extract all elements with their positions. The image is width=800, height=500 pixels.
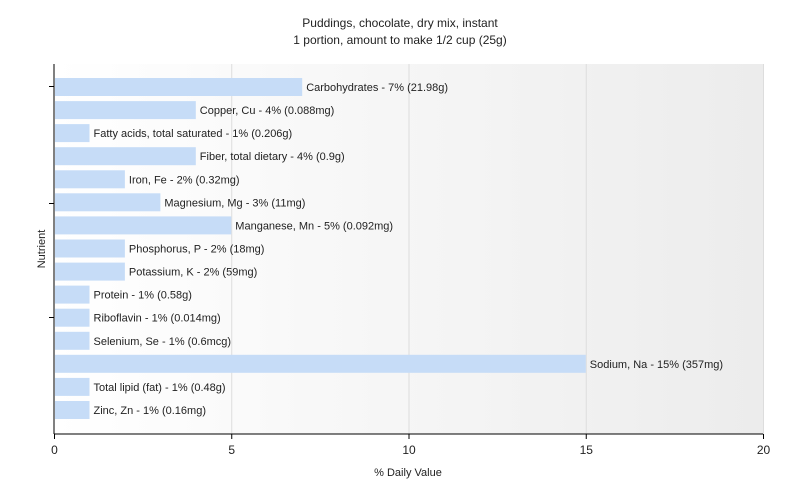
- x-tick-label: 5: [228, 443, 235, 457]
- y-ticks: [49, 86, 54, 318]
- bar: [55, 331, 90, 350]
- x-tick-label: 15: [580, 443, 594, 457]
- bar: [55, 124, 90, 143]
- bar: [55, 354, 586, 373]
- bar: [55, 239, 125, 258]
- x-tick-label: 10: [402, 443, 416, 457]
- bar: [55, 216, 232, 235]
- bar-label: Total lipid (fat) - 1% (0.48g): [94, 382, 226, 394]
- bar-label: Protein - 1% (0.58g): [94, 290, 192, 302]
- bar: [55, 285, 90, 304]
- bar-label: Fiber, total dietary - 4% (0.9g): [200, 151, 345, 163]
- x-tick-label: 20: [757, 443, 771, 457]
- bar-labels: Carbohydrates - 7% (21.98g) Copper, Cu - …: [94, 82, 724, 417]
- x-ticks: 0 5 10 15 20: [51, 434, 770, 457]
- bar-label: Riboflavin - 1% (0.014mg): [94, 313, 221, 325]
- bar-label: Zinc, Zn - 1% (0.16mg): [94, 405, 206, 417]
- x-axis-label: % Daily Value: [374, 467, 442, 479]
- bar-label: Magnesium, Mg - 3% (11mg): [164, 197, 305, 209]
- bar-label: Manganese, Mn - 5% (0.092mg): [235, 220, 393, 232]
- bar: [55, 262, 125, 281]
- x-tick-label: 0: [51, 443, 58, 457]
- y-axis-label: Nutrient: [36, 230, 48, 269]
- bar-label: Selenium, Se - 1% (0.6mcg): [94, 336, 232, 348]
- bar-label: Sodium, Na - 15% (357mg): [590, 359, 723, 371]
- bar-label: Potassium, K - 2% (59mg): [129, 267, 257, 279]
- chart-title: Puddings, chocolate, dry mix, instant: [302, 16, 498, 30]
- bar-label: Iron, Fe - 2% (0.32mg): [129, 174, 240, 186]
- chart-subtitle: 1 portion, amount to make 1/2 cup (25g): [293, 33, 506, 47]
- bar-label: Copper, Cu - 4% (0.088mg): [200, 105, 335, 117]
- bar: [55, 377, 90, 396]
- bar: [55, 78, 303, 96]
- bar: [55, 147, 196, 166]
- bar: [55, 101, 196, 120]
- bar-label: Phosphorus, P - 2% (18mg): [129, 244, 265, 256]
- bar: [55, 401, 90, 419]
- bar: [55, 193, 161, 212]
- bar: [55, 170, 125, 189]
- bar: [55, 308, 90, 327]
- bar-label: Carbohydrates - 7% (21.98g): [306, 82, 448, 94]
- bar-label: Fatty acids, total saturated - 1% (0.206…: [94, 128, 293, 140]
- bars: [55, 78, 586, 419]
